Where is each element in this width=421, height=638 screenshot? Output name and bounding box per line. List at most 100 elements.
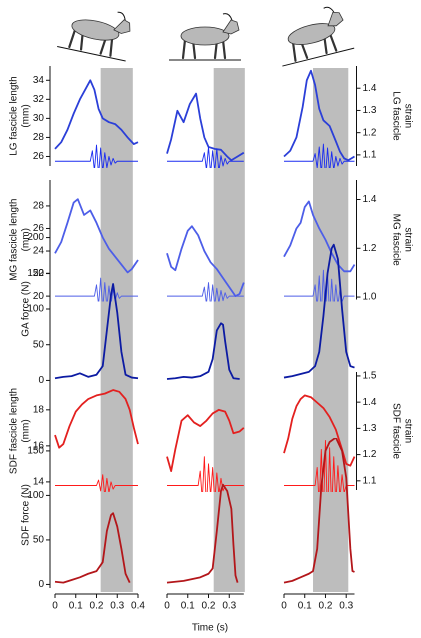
y-tick-label: 150 [27, 268, 44, 279]
y-tick-label: 50 [33, 339, 45, 350]
x-tick-label: 0.2 [202, 601, 216, 612]
y-tick-label: 28 [33, 201, 45, 212]
slope [57, 45, 126, 62]
y2-tick-label: 1.1 [363, 475, 377, 486]
y-tick-label: 16 [33, 441, 45, 452]
trace [284, 440, 355, 492]
y2-axis-label: MG fascicle [390, 214, 401, 267]
y2-axis-label: strain [402, 419, 413, 443]
trace [166, 92, 245, 162]
y-axis-label: (mm) [21, 228, 32, 251]
trace [167, 146, 244, 168]
goat-uphill [282, 6, 355, 67]
y-axis-label: (mm) [21, 104, 32, 127]
shade-band [313, 68, 349, 592]
shade-band [100, 68, 133, 592]
y2-tick-label: 1.1 [363, 150, 377, 161]
goat-downhill [57, 11, 131, 62]
y-axis-label: (mm) [21, 419, 32, 442]
x-tick-label: 0 [52, 601, 58, 612]
head [222, 19, 240, 35]
head [113, 19, 131, 34]
leg [291, 41, 297, 62]
y-tick-label: 26 [33, 223, 45, 234]
y-tick-label: 20 [33, 291, 45, 302]
row-traces [54, 69, 355, 168]
y-tick-label: 34 [33, 75, 45, 86]
y2-axis-label: SDF fascicle [390, 403, 401, 460]
horn [117, 11, 126, 21]
y-tick-label: 28 [33, 132, 45, 143]
y2-tick-label: 1.4 [363, 83, 377, 94]
x-tick-label: 0 [281, 601, 287, 612]
y2-tick-label: 1.0 [363, 292, 377, 303]
trace [283, 200, 356, 273]
row-traces [54, 243, 355, 380]
trace [284, 143, 355, 168]
trace [166, 225, 245, 298]
goat-level [169, 13, 241, 61]
body [71, 19, 120, 41]
y-axis-label: LG fascicle length [9, 76, 20, 156]
y2-tick-label: 1.5 [363, 371, 377, 382]
trace [283, 243, 355, 379]
trace [167, 456, 244, 492]
y2-tick-label: 1.2 [363, 449, 377, 460]
y-tick-label: 24 [33, 246, 45, 257]
trace [166, 483, 239, 584]
slope [282, 47, 355, 67]
head [327, 11, 344, 27]
x-tick-label: 0.3 [339, 601, 353, 612]
x-tick-label: 0.2 [90, 601, 104, 612]
trace [166, 408, 245, 472]
y-tick-label: 14 [33, 477, 45, 488]
trace [283, 438, 355, 584]
y-tick-label: 30 [33, 113, 45, 124]
x-tick-label: 0.2 [319, 601, 333, 612]
body [180, 26, 230, 46]
x-tick-label: 0.1 [181, 601, 195, 612]
y2-tick-label: 1.2 [363, 127, 377, 138]
y-axis-label: SDF force (N) [21, 484, 32, 546]
y2-axis-label: LG fascicle [390, 91, 401, 141]
horn [323, 6, 335, 13]
y2-tick-label: 1.4 [363, 194, 377, 205]
horn [222, 13, 233, 21]
trace [54, 79, 139, 150]
trace [167, 282, 244, 302]
y2-axis-label: strain [402, 228, 413, 252]
y-tick-label: 26 [33, 151, 45, 162]
row-traces [54, 438, 355, 584]
y-tick-label: 0 [38, 375, 44, 386]
y-axis-label: GA force (N) [21, 281, 32, 337]
x-tick-label: 0.1 [69, 601, 83, 612]
x-axis-label: Time (s) [192, 623, 228, 634]
trace [54, 198, 139, 274]
trace [54, 512, 131, 584]
x-tick-label: 0 [164, 601, 170, 612]
x-tick-label: 0.1 [298, 601, 312, 612]
trace [283, 394, 356, 467]
y-tick-label: 50 [33, 535, 45, 546]
leg [221, 38, 227, 60]
trace [283, 69, 355, 162]
x-tick-label: 0.4 [131, 601, 145, 612]
leg [181, 38, 187, 60]
y-tick-label: 22 [33, 268, 45, 279]
leg [328, 32, 338, 52]
y-tick-label: 200 [27, 232, 44, 243]
trace [166, 322, 240, 380]
x-tick-label: 0.3 [110, 601, 124, 612]
y-axis-label: SDF fascicle length [9, 388, 20, 474]
trace [54, 389, 139, 449]
y2-tick-label: 1.3 [363, 105, 377, 116]
y-tick-label: 0 [38, 579, 44, 590]
y2-tick-label: 1.4 [363, 397, 377, 408]
y-tick-label: 100 [27, 304, 44, 315]
body [287, 23, 336, 45]
y2-tick-label: 1.2 [363, 243, 377, 254]
trace [54, 283, 139, 380]
y-axis-label: MG fascicle length [9, 199, 20, 281]
y2-tick-label: 1.3 [363, 423, 377, 434]
